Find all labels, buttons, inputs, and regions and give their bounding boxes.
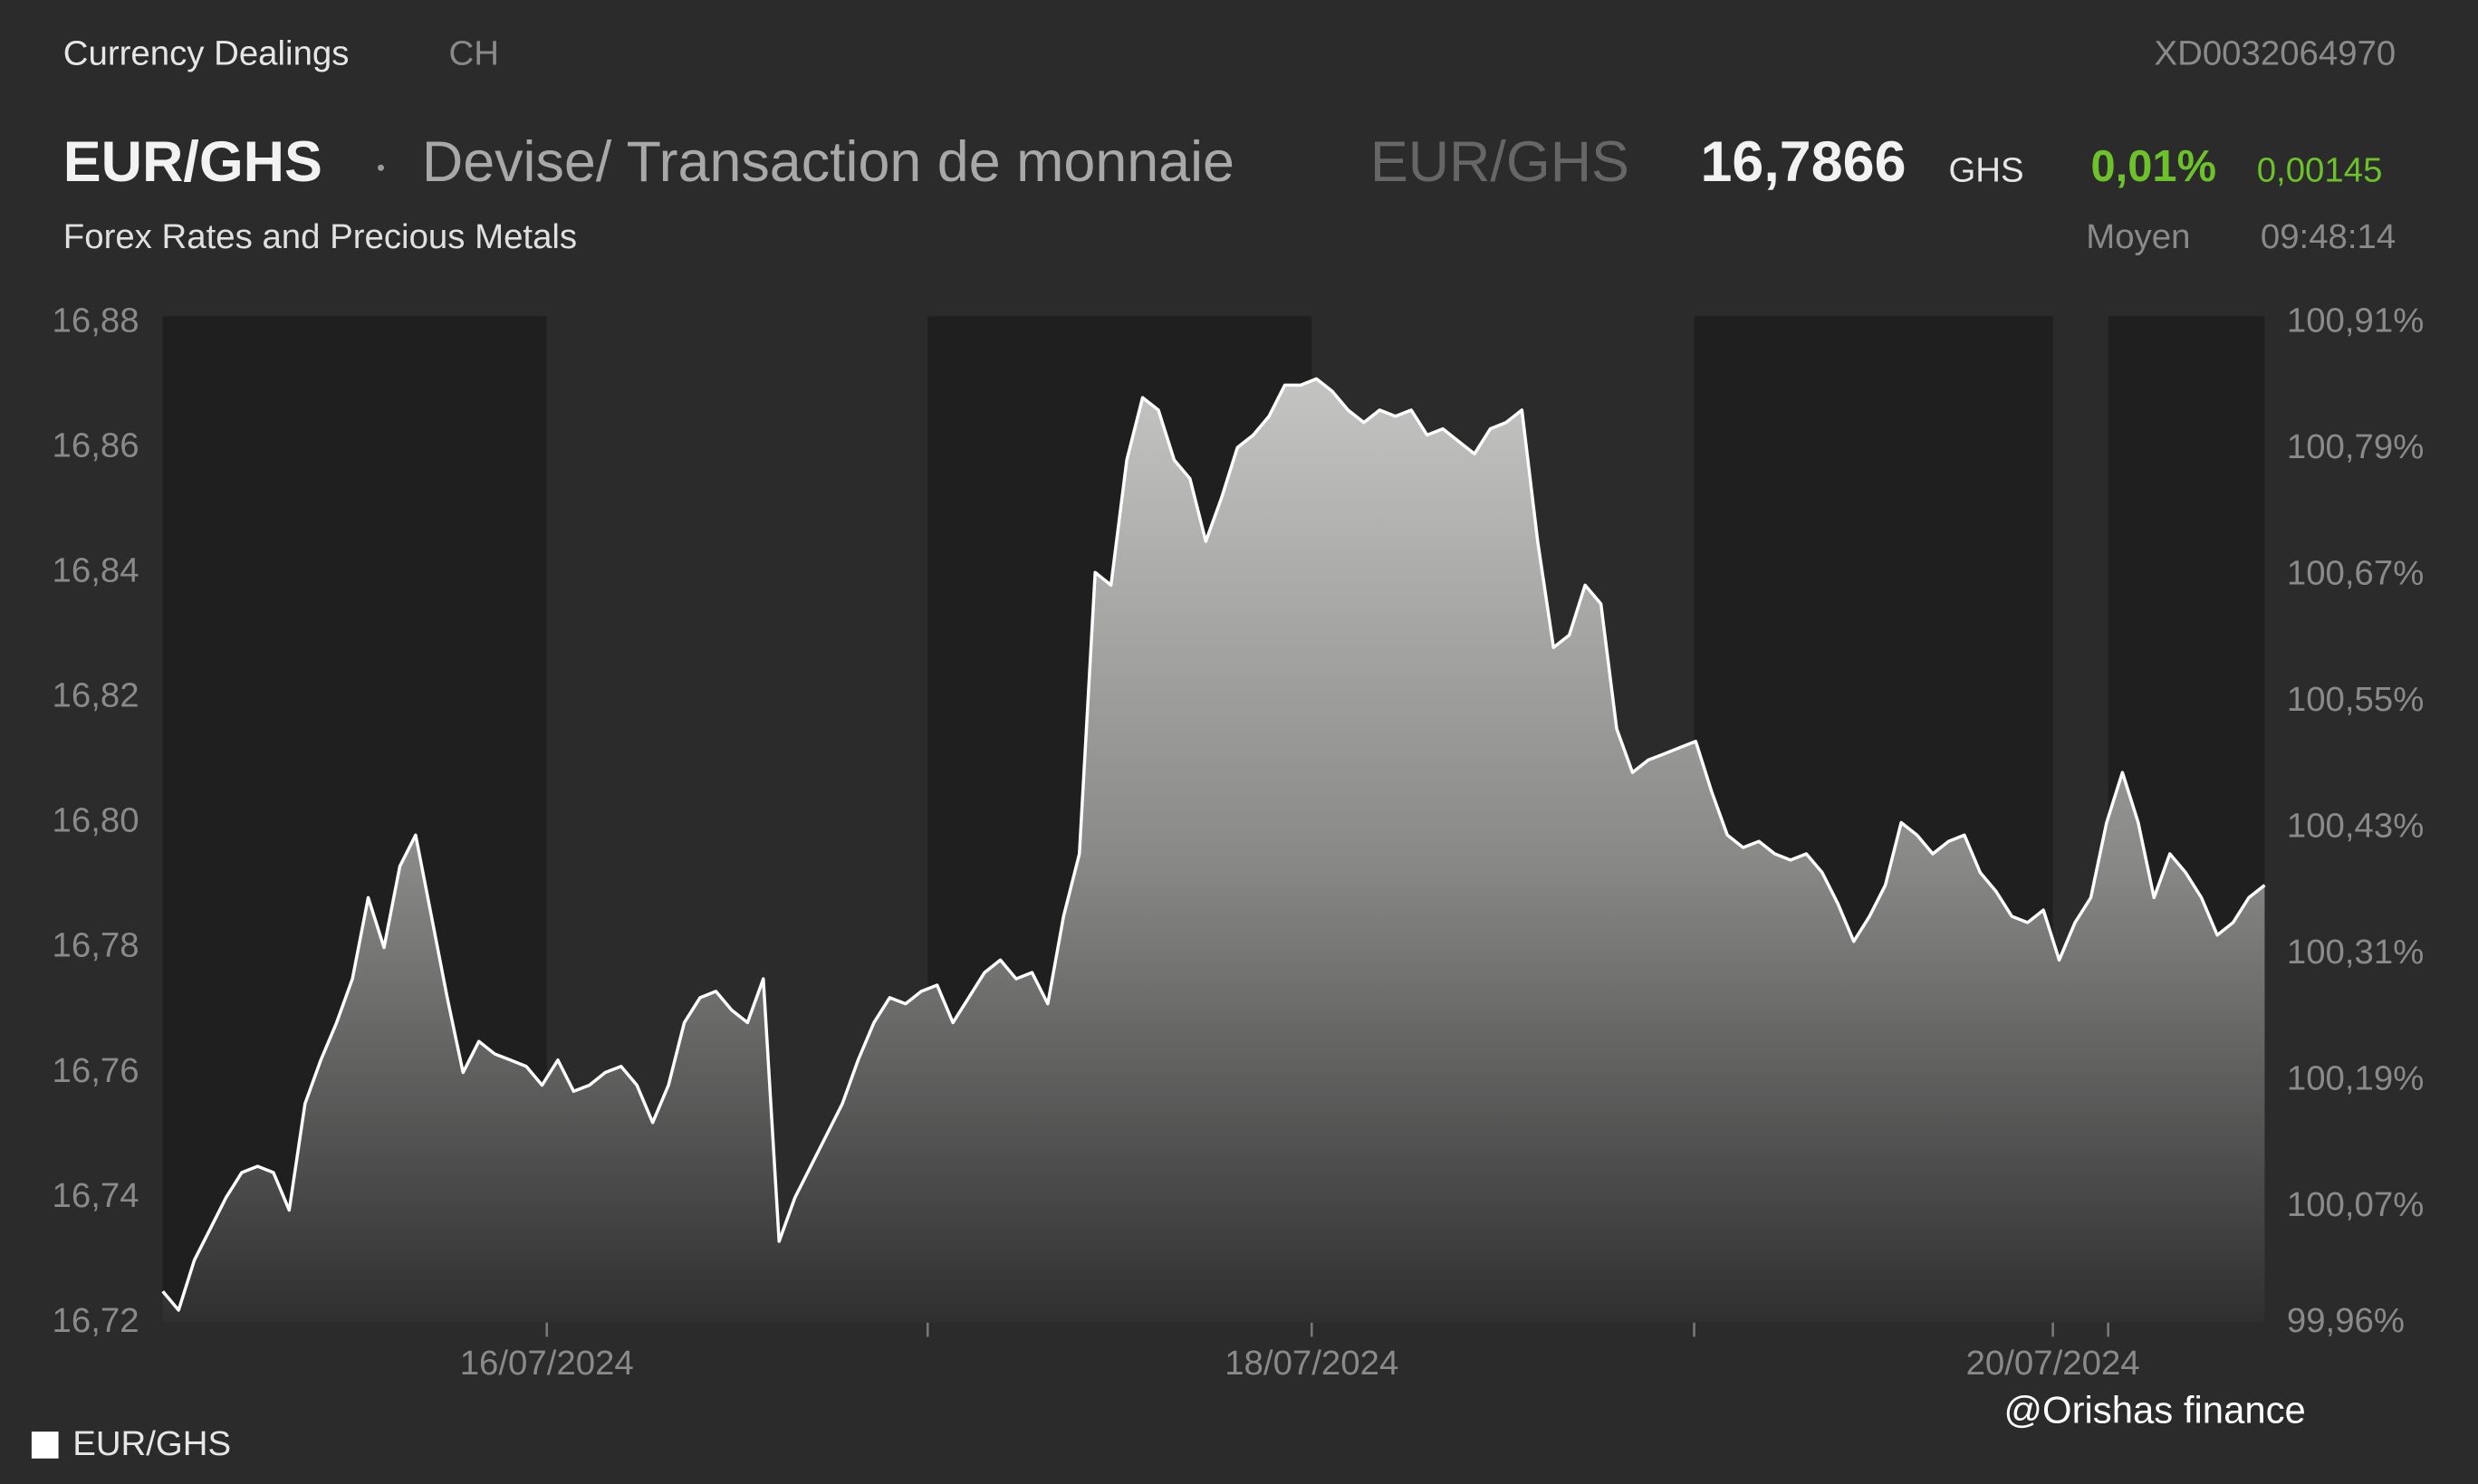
header-isin: XD0032064970 <box>2155 34 2396 72</box>
x-tick-label: 16/07/2024 <box>460 1344 634 1383</box>
header-description: Devise/ Transaction de monnaie <box>422 130 1234 194</box>
y2-tick-label: 100,91% <box>2287 301 2425 340</box>
y2-tick-label: 100,67% <box>2287 553 2425 592</box>
separator-dot <box>378 164 385 171</box>
y-tick-label: 16,84 <box>53 551 139 590</box>
y-tick-label: 16,86 <box>53 426 139 464</box>
y-tick-label: 16,82 <box>53 676 139 715</box>
y-tick-label: 16,88 <box>53 301 139 340</box>
header-price-type: Moyen <box>2086 217 2190 256</box>
x-tick-label: 18/07/2024 <box>1225 1344 1398 1383</box>
y-tick-label: 16,76 <box>53 1051 139 1090</box>
y-tick-label: 16,80 <box>53 801 139 840</box>
header-change-pct: 0,01% <box>2091 142 2217 191</box>
x-tick-label: 20/07/2024 <box>1966 1344 2140 1383</box>
header-change: 0,00145 <box>2257 151 2383 190</box>
header-pair-code: EUR/GHS <box>1370 130 1629 194</box>
price-line <box>161 377 2266 1312</box>
header-country: CH <box>449 34 499 72</box>
y-tick-label: 16,74 <box>53 1176 139 1215</box>
y2-tick-label: 99,96% <box>2287 1301 2405 1340</box>
header-pair: EUR/GHS <box>63 130 322 194</box>
area-fill <box>162 378 2265 1323</box>
legend-swatch <box>31 1431 59 1459</box>
header-currency: GHS <box>1948 151 2023 190</box>
watermark: @Orishas finance <box>2004 1388 2306 1431</box>
y2-tick-label: 100,43% <box>2287 806 2425 845</box>
header-time: 09:48:14 <box>2261 217 2396 256</box>
header-title: Currency Dealings <box>63 34 350 72</box>
y-tick-label: 16,72 <box>53 1301 139 1340</box>
legend-label: EUR/GHS <box>72 1424 231 1463</box>
y2-tick-label: 100,55% <box>2287 680 2425 719</box>
y2-tick-label: 100,31% <box>2287 933 2425 972</box>
y2-tick-label: 100,07% <box>2287 1185 2425 1224</box>
y2-tick-label: 100,19% <box>2287 1058 2425 1097</box>
header-subtitle: Forex Rates and Precious Metals <box>63 217 577 256</box>
y-tick-label: 16,78 <box>53 926 139 965</box>
header-price: 16,7866 <box>1701 130 1907 194</box>
y2-tick-label: 100,79% <box>2287 427 2425 466</box>
